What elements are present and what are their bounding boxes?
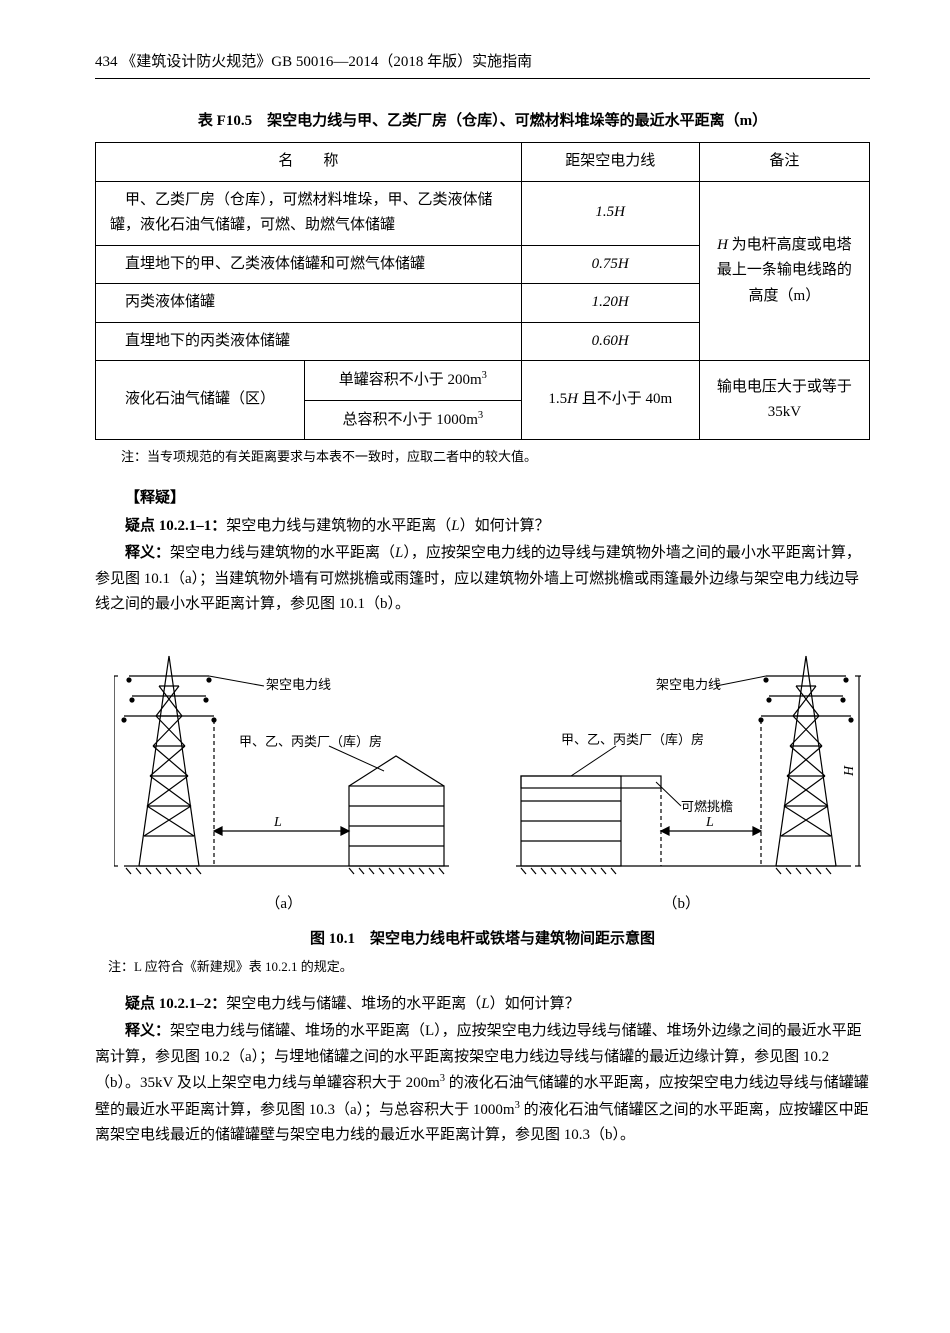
cell-dist: 0.75H — [521, 245, 699, 284]
col-dist: 距架空电力线 — [521, 143, 699, 182]
cell-name: 直埋地下的甲、乙类液体储罐和可燃气体储罐 — [96, 245, 522, 284]
cell-remark: 输电电压大于或等于 35kV — [699, 361, 869, 440]
label-building: 甲、乙、丙类厂（库）房 — [561, 732, 704, 747]
table-row: 甲、乙类厂房（仓库），可燃材料堆垛，甲、乙类液体储罐，液化石油气储罐，可燃、助燃… — [96, 181, 870, 245]
figure-caption: 图 10.1 架空电力线电杆或铁塔与建筑物间距示意图 — [95, 927, 870, 953]
cell-name: 丙类液体储罐 — [96, 284, 522, 323]
label-L: L — [705, 815, 714, 830]
clarification-head: 【释疑】 — [95, 486, 870, 512]
table-caption: 表 F10.5 架空电力线与甲、乙类厂房（仓库）、可燃材料堆垛等的最近水平距离（… — [95, 109, 870, 135]
figure-note: 注：L 应符合《新建规》表 10.2.1 的规定。 — [95, 956, 870, 978]
cell-dist: 1.5H — [521, 181, 699, 245]
col-remark: 备注 — [699, 143, 869, 182]
cell-name: 直埋地下的丙类液体储罐 — [96, 322, 522, 361]
cell-sub: 单罐容积不小于 200m3 — [304, 361, 521, 401]
table-note: 注：当专项规范的有关距离要求与本表不一致时，应取二者中的较大值。 — [95, 446, 870, 468]
label-L: L — [273, 815, 282, 830]
cell-dist: 1.5H 且不小于 40m — [521, 361, 699, 440]
question-1: 疑点 10.2.1–1：架空电力线与建筑物的水平距离（L）如何计算？ — [95, 514, 870, 540]
diagram-a: 架空电力线 甲、乙、丙类厂（库）房 H L — [114, 636, 454, 886]
label-building: 甲、乙、丙类厂（库）房 — [239, 734, 382, 749]
label-eave: 可燃挑檐 — [681, 799, 733, 814]
label-H: H — [842, 765, 857, 777]
answer-1: 释义：架空电力线与建筑物的水平距离（L），应按架空电力线的边导线与建筑物外墙之间… — [95, 541, 870, 618]
page-header: 434 《建筑设计防火规范》GB 50016—2014（2018 年版）实施指南 — [95, 50, 870, 79]
fig-label-a: （a） — [98, 892, 470, 918]
figure-row: 架空电力线 甲、乙、丙类厂（库）房 H L （a） — [95, 636, 870, 918]
table-header-row: 名 称 距架空电力线 备注 — [96, 143, 870, 182]
figure-a: 架空电力线 甲、乙、丙类厂（库）房 H L （a） — [98, 636, 470, 918]
cell-remark: H 为电杆高度或电塔最上一条输电线路的高度（m） — [699, 181, 869, 361]
cell-dist: 1.20H — [521, 284, 699, 323]
table-row: 液化石油气储罐（区） 单罐容积不小于 200m3 1.5H 且不小于 40m 输… — [96, 361, 870, 401]
col-name: 名 称 — [96, 143, 522, 182]
cell-name: 甲、乙类厂房（仓库），可燃材料堆垛，甲、乙类液体储罐，液化石油气储罐，可燃、助燃… — [96, 181, 522, 245]
cell-dist: 0.60H — [521, 322, 699, 361]
cell-sub: 总容积不小于 1000m3 — [304, 400, 521, 440]
fig-label-b: （b） — [495, 892, 867, 918]
label-powerline: 架空电力线 — [656, 677, 721, 692]
question-2: 疑点 10.2.1–2：架空电力线与储罐、堆场的水平距离（L）如何计算？ — [95, 992, 870, 1018]
label-powerline: 架空电力线 — [266, 677, 331, 692]
figure-b: 架空电力线 甲、乙、丙类厂（库）房 可燃挑檐 H L （b） — [495, 636, 867, 918]
answer-2: 释义：架空电力线与储罐、堆场的水平距离（L），应按架空电力线边导线与储罐、堆场外… — [95, 1019, 870, 1149]
cell-name: 液化石油气储罐（区） — [96, 361, 305, 440]
distance-table: 名 称 距架空电力线 备注 甲、乙类厂房（仓库），可燃材料堆垛，甲、乙类液体储罐… — [95, 142, 870, 440]
diagram-b: 架空电力线 甲、乙、丙类厂（库）房 可燃挑檐 H L — [501, 636, 861, 886]
